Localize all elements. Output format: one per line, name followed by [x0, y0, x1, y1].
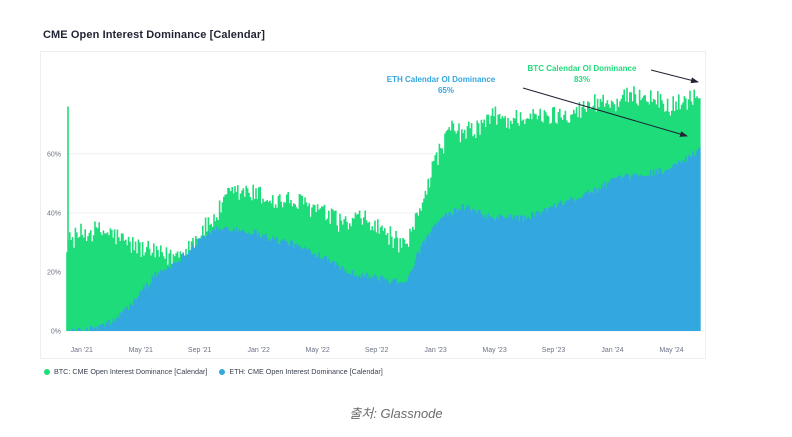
x-axis-ticks: Jan '21 May '21 Sep '21 Jan '22 May '22 Sep '…: [71, 347, 684, 354]
x-tick-label: May '23: [482, 347, 506, 354]
legend-item-btc[interactable]: BTC: CME Open Interest Dominance [Calend…: [44, 367, 207, 376]
legend-label-eth: ETH: CME Open Interest Dominance [Calend…: [229, 367, 383, 376]
y-tick-label: 40%: [47, 210, 61, 217]
chart-svg: 0% 20% 40% 60% Jan '21 May '21 Sep '21 Jan '22…: [47, 64, 701, 354]
x-tick-label: Sep '22: [365, 347, 389, 354]
x-tick-label: Sep '21: [188, 347, 212, 354]
legend-swatch-btc: [44, 368, 50, 375]
eth-annotation-arrow: [522, 87, 688, 137]
btc-annotation-value: 83%: [574, 75, 590, 84]
x-tick-label: Jan '21: [71, 347, 93, 354]
y-tick-label: 0%: [51, 329, 61, 336]
legend-swatch-eth: [219, 368, 226, 375]
y-tick-label: 60%: [47, 151, 61, 158]
y-tick-label: 20%: [47, 269, 61, 276]
x-tick-label: May '21: [129, 347, 153, 354]
annotation-layer: ETH Calendar OI Dominance 65% BTC Calendar…: [387, 64, 699, 137]
series-eth-area: [67, 147, 701, 331]
x-tick-label: May '24: [659, 347, 683, 354]
btc-annotation-arrow: [650, 69, 699, 84]
x-tick-label: Jan '22: [247, 347, 269, 354]
eth-annotation-value: 65%: [438, 86, 454, 95]
source-caption: 출처: Glassnode: [349, 406, 443, 421]
btc-annotation-label: BTC Calendar OI Dominance: [528, 64, 637, 73]
legend-item-eth[interactable]: ETH: CME Open Interest Dominance [Calend…: [219, 367, 383, 376]
chart-frame: 0% 20% 40% 60% Jan '21 May '21 Sep '21 Jan '22…: [40, 51, 706, 359]
x-tick-label: Sep '23: [542, 347, 566, 354]
area-layer: [66, 86, 701, 331]
eth-annotation-label: ETH Calendar OI Dominance: [387, 75, 496, 84]
legend-label-btc: BTC: CME Open Interest Dominance [Calend…: [54, 367, 208, 376]
chart-title: CME Open Interest Dominance [Calendar]: [43, 29, 266, 41]
x-tick-label: May '22: [306, 347, 330, 354]
chart-legend: BTC: CME Open Interest Dominance [Calend…: [44, 367, 383, 376]
y-axis-ticks: 0% 20% 40% 60%: [47, 151, 61, 335]
x-tick-label: Jan '23: [424, 347, 446, 354]
x-tick-label: Jan '24: [601, 347, 623, 354]
